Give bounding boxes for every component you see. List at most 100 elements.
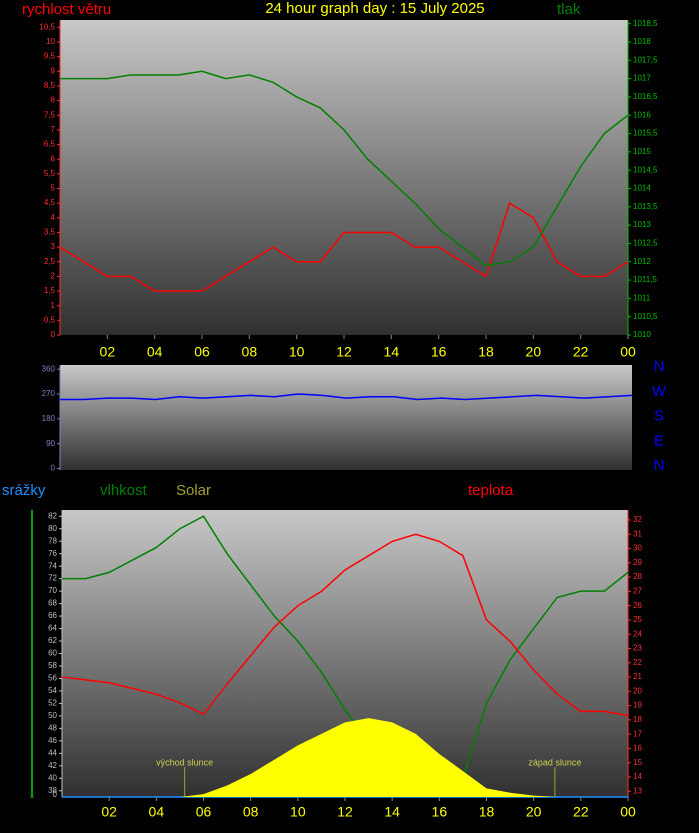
y-tick-label: 180 bbox=[42, 414, 56, 423]
x-tick-label: 14 bbox=[384, 804, 400, 820]
y2-tick-label: 1017 bbox=[633, 74, 651, 83]
y2-tick-label: 30 bbox=[633, 544, 642, 553]
x-tick-label: 22 bbox=[573, 804, 589, 820]
y3-tick-label: 0 bbox=[53, 790, 58, 799]
y-tick-label: 38 bbox=[48, 786, 57, 795]
y-tick-label: 46 bbox=[48, 736, 57, 745]
y-tick-label: 44 bbox=[48, 748, 57, 757]
y-tick-label: 54 bbox=[48, 686, 57, 695]
y2-tick-label: 28 bbox=[633, 572, 642, 581]
x-tick-label: 12 bbox=[337, 804, 353, 820]
x-tick-label: 18 bbox=[479, 804, 495, 820]
y2-tick-label: 32 bbox=[633, 515, 642, 524]
y-tick-label: 9,5 bbox=[44, 52, 56, 61]
y2-tick-label: 24 bbox=[633, 629, 642, 638]
y2-tick-label: 21 bbox=[633, 672, 642, 681]
y-tick-label: 8,5 bbox=[44, 81, 56, 90]
y2-tick-label: 1016,5 bbox=[633, 92, 658, 101]
y2-tick-label: 18 bbox=[633, 715, 642, 724]
y-tick-label: 2 bbox=[51, 272, 56, 281]
y-tick-label: 90 bbox=[46, 439, 55, 448]
x-tick-label: 22 bbox=[573, 344, 589, 360]
x-tick-label: 14 bbox=[384, 344, 400, 360]
y2-tick-label: 1012,5 bbox=[633, 239, 658, 248]
y-tick-label: 0,5 bbox=[44, 315, 56, 324]
annotation: východ slunce bbox=[156, 757, 213, 767]
series-line bbox=[59, 201, 629, 292]
y2-tick-label: 19 bbox=[633, 701, 642, 710]
y-tick-label: 1,5 bbox=[44, 286, 56, 295]
x-tick-label: 02 bbox=[100, 344, 116, 360]
y-tick-label: 7,5 bbox=[44, 110, 56, 119]
x-tick-label: 16 bbox=[431, 344, 447, 360]
y-tick-label: 52 bbox=[48, 699, 57, 708]
y-tick-label: 42 bbox=[48, 761, 57, 770]
solar-area bbox=[62, 718, 628, 797]
y-tick-label: 60 bbox=[48, 649, 57, 658]
y-tick-label: 3 bbox=[51, 242, 56, 251]
y2-tick-label: 25 bbox=[633, 615, 642, 624]
y2-tick-label: 1014,5 bbox=[633, 165, 658, 174]
series-line bbox=[62, 515, 629, 780]
y-tick-label: 6,5 bbox=[44, 140, 56, 149]
y-tick-label: 70 bbox=[48, 586, 57, 595]
y2-tick-label: 1016 bbox=[633, 110, 651, 119]
x-tick-label: 20 bbox=[526, 804, 542, 820]
y-tick-label: 4,5 bbox=[44, 198, 56, 207]
y-tick-label: 68 bbox=[48, 599, 57, 608]
y2-tick-label: 1018 bbox=[633, 37, 651, 46]
x-tick-label: 06 bbox=[194, 344, 210, 360]
y-tick-label: 3,5 bbox=[44, 228, 56, 237]
chart-title: 24 hour graph day : 15 July 2025 bbox=[265, 0, 484, 17]
y2-tick-label: 14 bbox=[633, 772, 642, 781]
x-tick-label: 20 bbox=[526, 344, 542, 360]
y2-tick-label: 16 bbox=[633, 744, 642, 753]
x-tick-label: 06 bbox=[196, 804, 212, 820]
y-tick-label: 7 bbox=[51, 125, 56, 134]
y2-tick-label: 23 bbox=[633, 644, 642, 653]
y-tick-label: 48 bbox=[48, 723, 57, 732]
y-tick-label: 0 bbox=[51, 330, 56, 339]
y2-tick-label: 13 bbox=[633, 786, 642, 795]
x-tick-label: 00 bbox=[620, 804, 636, 820]
series-line bbox=[60, 70, 629, 267]
legend-label: rychlost větru bbox=[22, 1, 111, 18]
y2-tick-label: 29 bbox=[633, 558, 642, 567]
y2-tick-label: 1010,5 bbox=[633, 312, 658, 321]
y2-tick-label: 15 bbox=[633, 758, 642, 767]
y2-tick-label: 1017,5 bbox=[633, 55, 658, 64]
legend-label: tlak bbox=[557, 1, 581, 18]
direction-label: S bbox=[654, 408, 664, 425]
y-tick-label: 62 bbox=[48, 636, 57, 645]
annotation: západ slunce bbox=[528, 757, 581, 767]
x-tick-label: 04 bbox=[149, 804, 165, 820]
y-tick-label: 66 bbox=[48, 611, 57, 620]
y-tick-label: 56 bbox=[48, 674, 57, 683]
y2-tick-label: 1010 bbox=[633, 330, 651, 339]
y-tick-label: 2,5 bbox=[44, 257, 56, 266]
y-tick-label: 58 bbox=[48, 661, 57, 670]
y-tick-label: 270 bbox=[42, 389, 56, 398]
x-tick-label: 08 bbox=[242, 344, 258, 360]
x-tick-label: 18 bbox=[478, 344, 494, 360]
y-tick-label: 10,5 bbox=[39, 22, 55, 31]
x-tick-label: 02 bbox=[101, 804, 117, 820]
plot-background bbox=[60, 365, 632, 470]
y2-tick-label: 31 bbox=[633, 529, 642, 538]
y2-tick-label: 1015 bbox=[633, 147, 651, 156]
y-tick-label: 5,5 bbox=[44, 169, 56, 178]
series-line bbox=[61, 533, 629, 717]
y-tick-label: 10 bbox=[46, 37, 55, 46]
y-tick-label: 64 bbox=[48, 624, 57, 633]
x-tick-label: 00 bbox=[620, 344, 636, 360]
x-tick-label: 08 bbox=[243, 804, 259, 820]
y-tick-label: 80 bbox=[48, 524, 57, 533]
y-tick-label: 50 bbox=[48, 711, 57, 720]
y-tick-label: 6 bbox=[51, 154, 56, 163]
y-tick-label: 82 bbox=[48, 511, 57, 520]
y-tick-label: 1 bbox=[51, 301, 56, 310]
y2-tick-label: 1015,5 bbox=[633, 129, 658, 138]
y-tick-label: 72 bbox=[48, 574, 57, 583]
x-tick-label: 10 bbox=[290, 804, 306, 820]
